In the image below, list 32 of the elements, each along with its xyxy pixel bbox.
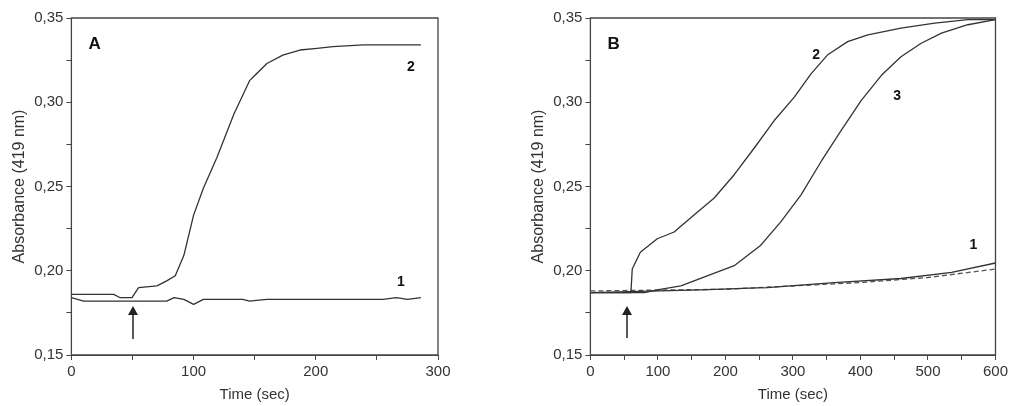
y-tick-label: 0,30 [553, 92, 583, 110]
x-tick-label: 400 [847, 362, 873, 380]
series-label: 2 [406, 57, 415, 74]
series-label: 1 [396, 272, 405, 289]
x-tick-label: 100 [645, 362, 671, 380]
text: B [607, 34, 620, 54]
x-tick-label: 200 [712, 362, 738, 380]
x-tick-label: 0 [67, 362, 76, 380]
x-tick-label: 300 [425, 362, 451, 380]
text: A [88, 34, 101, 54]
y-tick-label: 0,15 [553, 345, 583, 363]
x-axis-title: Time (sec) [757, 385, 829, 403]
x-tick-label: 500 [915, 362, 941, 380]
x-tick-label: 600 [982, 362, 1008, 380]
y-tick-label: 0,25 [553, 176, 583, 194]
x-tick-label: 300 [780, 362, 806, 380]
y-tick-label: 0,20 [34, 260, 64, 278]
y-axis-title: Absorbance (419 nm) [529, 109, 547, 264]
x-tick-label: 100 [181, 362, 207, 380]
series-label: 1 [969, 235, 978, 252]
series-label: 2 [812, 46, 821, 63]
x-axis-title: Time (sec) [219, 385, 290, 403]
y-tick-label: 0,15 [34, 345, 64, 363]
y-axis-title: Absorbance (419 nm) [10, 109, 28, 264]
y-tick-label: 0,30 [34, 92, 64, 110]
series-label: 3 [893, 87, 902, 104]
y-tick-label: 0,20 [553, 260, 583, 278]
y-tick-label: 0,35 [553, 8, 583, 26]
y-tick-label: 0,35 [34, 8, 64, 26]
x-tick-label: 200 [303, 362, 329, 380]
y-tick-label: 0,25 [34, 176, 64, 194]
x-tick-label: 0 [586, 362, 595, 380]
